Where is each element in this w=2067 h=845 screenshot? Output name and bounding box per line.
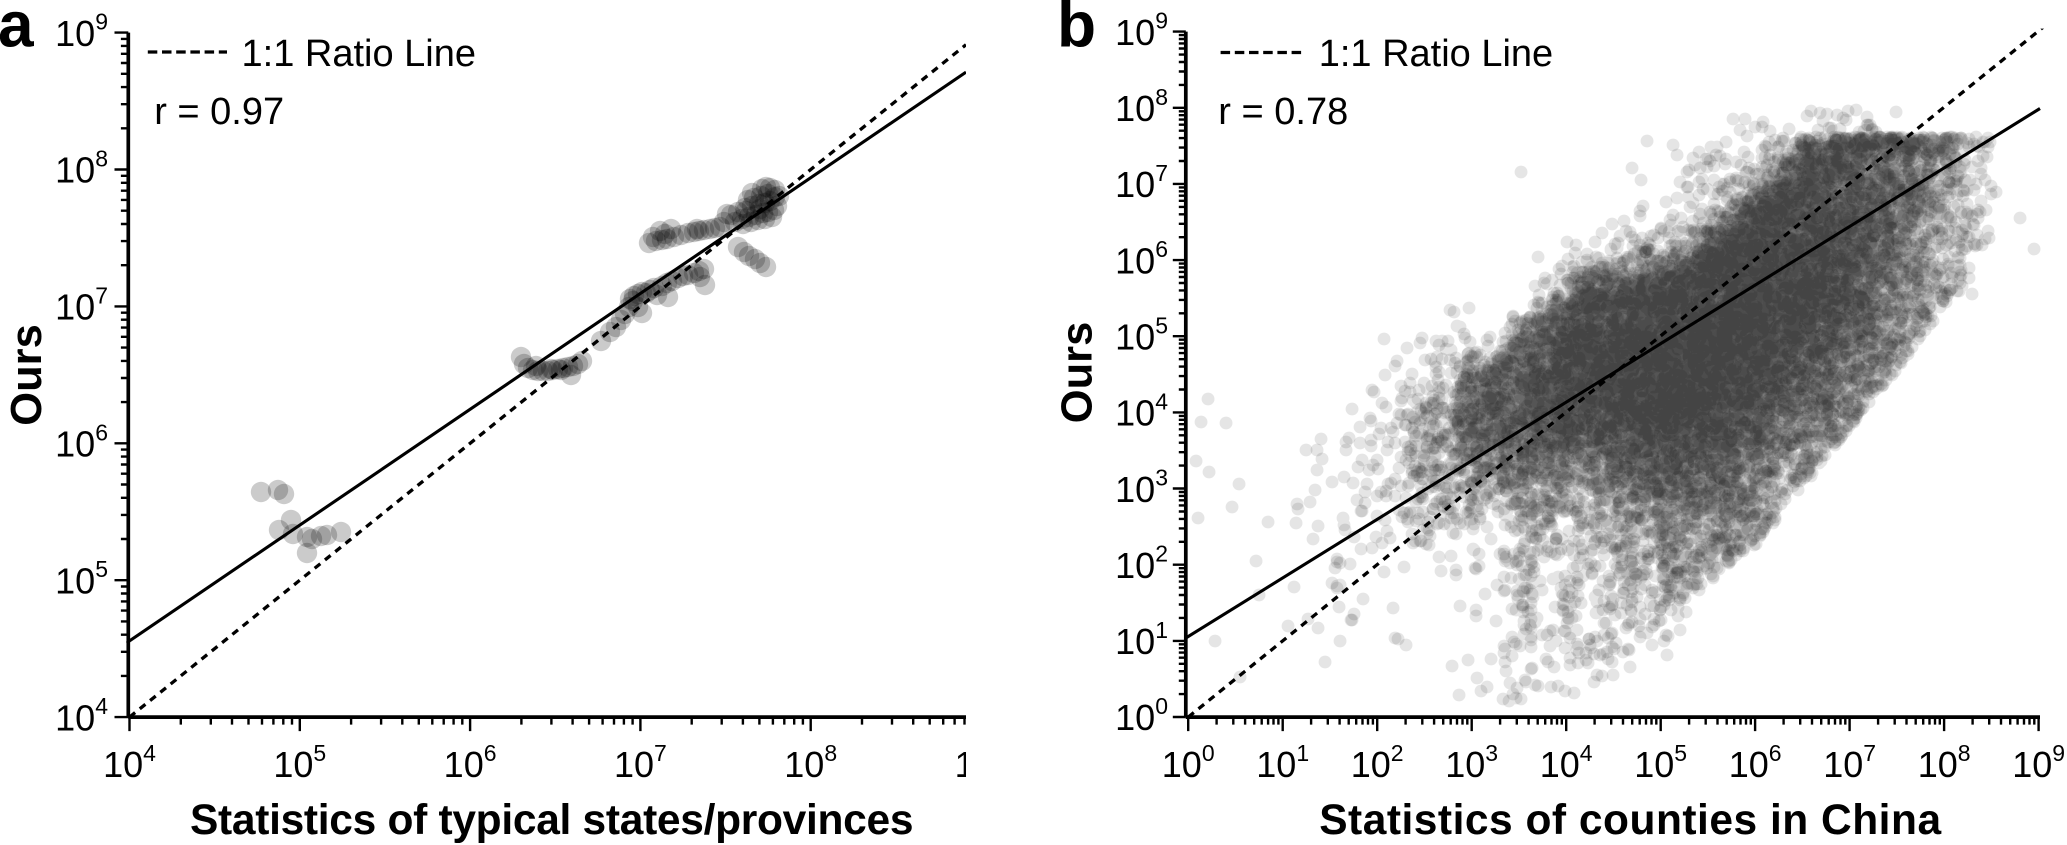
svg-text:Statistics of typical states/p: Statistics of typical states/provinces xyxy=(190,797,913,844)
svg-text:1:1 Ratio Line: 1:1 Ratio Line xyxy=(242,33,477,75)
svg-text:b: b xyxy=(1057,0,1096,61)
svg-text:104: 104 xyxy=(55,693,108,738)
svg-text:r = 0.97: r = 0.97 xyxy=(154,91,284,133)
svg-text:r = 0.78: r = 0.78 xyxy=(1218,91,1348,133)
svg-text:Statistics of counties in Chin: Statistics of counties in China xyxy=(1319,797,1941,844)
svg-text:a: a xyxy=(0,0,34,61)
svg-text:Ours: Ours xyxy=(1053,322,1101,424)
svg-text:107: 107 xyxy=(1115,160,1168,205)
svg-text:1:1 Ratio Line: 1:1 Ratio Line xyxy=(1319,33,1554,75)
svg-text:Ours: Ours xyxy=(3,324,51,426)
